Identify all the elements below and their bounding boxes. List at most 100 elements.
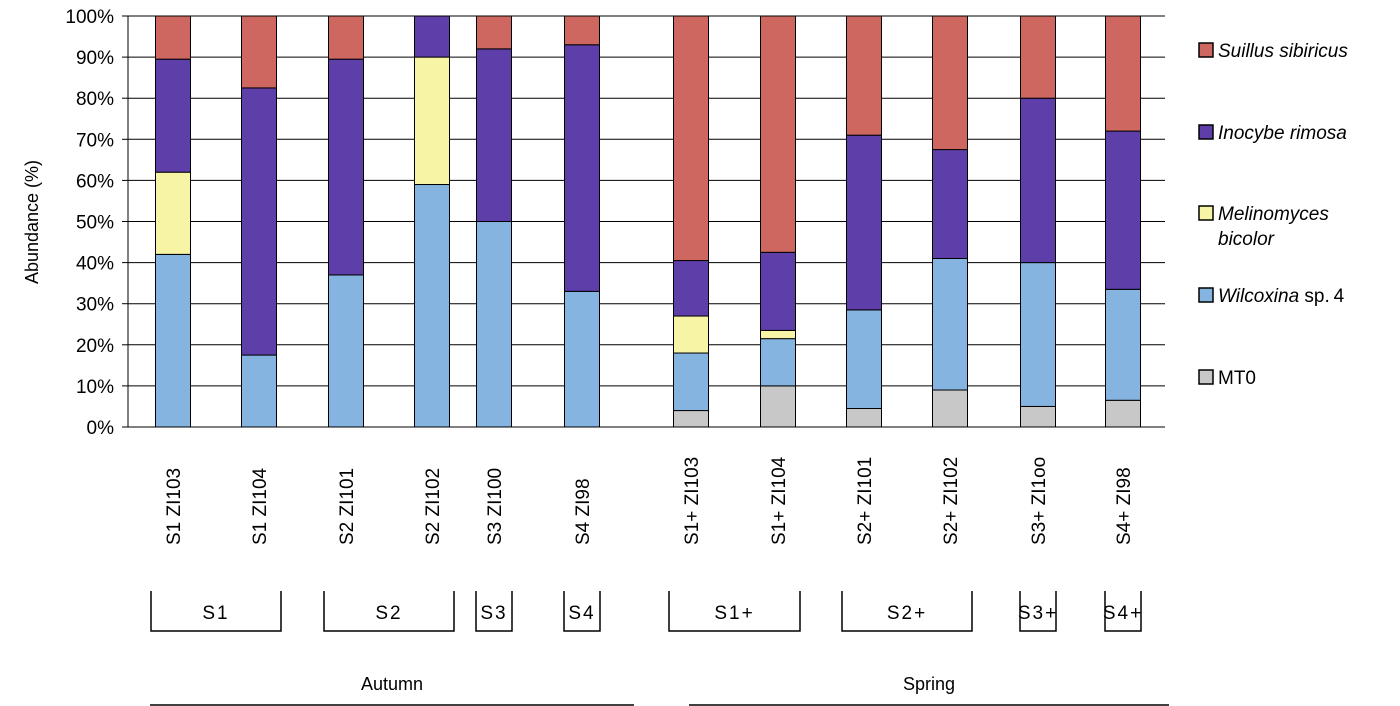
group-label: S4 bbox=[568, 603, 595, 624]
bar-segment bbox=[1105, 399, 1141, 428]
legend-label: Wilcoxina sp. 4 bbox=[1218, 286, 1345, 307]
y-tick-label: 30% bbox=[76, 295, 114, 316]
bar-stacks bbox=[155, 15, 1141, 428]
group-bracket bbox=[323, 591, 455, 632]
legend-swatch bbox=[1198, 287, 1214, 303]
x-tick-label: S2+ ZI101 bbox=[855, 457, 876, 545]
bar-segment bbox=[846, 15, 882, 136]
y-tick-label: 70% bbox=[76, 130, 114, 151]
x-tick-label: S1 ZI104 bbox=[250, 467, 271, 545]
bar-segment bbox=[760, 338, 796, 387]
group-label: S1+ bbox=[714, 603, 754, 624]
y-tick-label: 40% bbox=[76, 254, 114, 275]
legend-swatch bbox=[1198, 42, 1214, 58]
bar-segment bbox=[1105, 130, 1141, 290]
bar-segment bbox=[846, 134, 882, 311]
bar-segment bbox=[1105, 15, 1141, 132]
site-group-brackets: S1 S2 S3 S4 S1+ S2+ S3+ S4+ bbox=[150, 591, 1143, 632]
bar-segment bbox=[673, 260, 709, 317]
bar-segment bbox=[846, 408, 882, 428]
y-tick-label: 90% bbox=[76, 48, 114, 69]
bar-segment bbox=[476, 15, 512, 50]
bar-segment bbox=[1020, 405, 1056, 428]
bar-segment bbox=[328, 274, 364, 428]
group-bracket bbox=[841, 591, 973, 632]
bar-segment bbox=[564, 44, 600, 292]
group-label: S1 bbox=[202, 603, 229, 624]
legend-label: bicolor bbox=[1218, 229, 1275, 250]
y-tick-label: 100% bbox=[65, 7, 114, 28]
bar-segment bbox=[932, 15, 968, 151]
axes bbox=[127, 16, 1165, 428]
x-tick-labels: S1 ZI103 S1 ZI104 S2 ZI101 S2 ZI102 S3 ZI100… bbox=[164, 456, 1135, 545]
bar-segment bbox=[760, 15, 796, 253]
bar-segment bbox=[760, 329, 796, 340]
bar-segment bbox=[846, 309, 882, 410]
x-tick-label: S2+ ZI102 bbox=[941, 457, 962, 545]
bar-segment bbox=[932, 257, 968, 391]
group-label: S2+ bbox=[887, 603, 927, 624]
x-tick-label: S2 ZI102 bbox=[423, 468, 444, 545]
x-tick-label: S3 ZI100 bbox=[485, 468, 506, 545]
season-label: Spring bbox=[903, 674, 955, 694]
legend-swatch bbox=[1198, 369, 1214, 385]
bar-segment bbox=[1020, 97, 1056, 264]
bar-segment bbox=[155, 15, 191, 60]
x-tick-label: S4 ZI98 bbox=[573, 478, 594, 545]
group-bracket bbox=[563, 591, 601, 632]
bar-segment bbox=[155, 171, 191, 255]
bar-segment bbox=[673, 352, 709, 412]
season-labels: Autumn Spring bbox=[150, 674, 1169, 706]
bar-segment bbox=[932, 149, 968, 259]
bar-segment bbox=[155, 58, 191, 173]
legend-label: MT0 bbox=[1218, 368, 1256, 389]
x-tick-label: S3+ ZI1oo bbox=[1029, 457, 1050, 545]
legend: Suillus sibiricus Inocybe rimosa Melinomyc… bbox=[1198, 41, 1348, 389]
group-bracket bbox=[475, 591, 513, 632]
bar-segment bbox=[241, 354, 277, 428]
bar-segment bbox=[414, 184, 450, 428]
bar-segment bbox=[1020, 262, 1056, 407]
bar-segment bbox=[1020, 15, 1056, 99]
y-axis-label: Abundance (%) bbox=[22, 160, 42, 284]
x-tick-label: S1+ ZI104 bbox=[769, 456, 790, 545]
bar-segment bbox=[760, 251, 796, 331]
group-label: S3 bbox=[480, 603, 507, 624]
legend-swatch bbox=[1198, 124, 1214, 140]
group-bracket bbox=[668, 591, 801, 632]
bar-segment bbox=[564, 15, 600, 46]
y-tick-label: 20% bbox=[76, 336, 114, 357]
bar-segment bbox=[476, 221, 512, 428]
legend-label: Inocybe rimosa bbox=[1218, 123, 1347, 144]
x-tick-label: S1 ZI103 bbox=[164, 468, 185, 545]
legend-label: Melinomyces bbox=[1218, 204, 1329, 225]
bar-segment bbox=[155, 253, 191, 428]
legend-swatch bbox=[1198, 205, 1214, 221]
y-tick-label: 10% bbox=[76, 377, 114, 398]
group-label: S4+ bbox=[1103, 603, 1143, 624]
y-tick-label: 80% bbox=[76, 89, 114, 110]
bar-segment bbox=[414, 15, 450, 58]
bar-segment bbox=[673, 410, 709, 428]
bar-segment bbox=[241, 15, 277, 89]
y-tick-label: 50% bbox=[76, 213, 114, 234]
bar-segment bbox=[932, 389, 968, 428]
bar-segment bbox=[328, 15, 364, 60]
bar-segment bbox=[673, 315, 709, 354]
group-label: S3+ bbox=[1018, 603, 1058, 624]
bar-segment bbox=[476, 48, 512, 222]
bar-segment bbox=[241, 87, 277, 356]
bar-segment bbox=[760, 385, 796, 428]
y-tick-label: 0% bbox=[87, 418, 115, 439]
group-bracket bbox=[150, 591, 282, 632]
group-bracket bbox=[1019, 591, 1057, 632]
season-label: Autumn bbox=[361, 674, 423, 694]
bar-segment bbox=[564, 290, 600, 428]
x-tick-label: S4+ ZI98 bbox=[1114, 467, 1135, 545]
bar-segment bbox=[328, 58, 364, 276]
bar-segment bbox=[673, 15, 709, 262]
x-tick-label: S2 ZI101 bbox=[337, 468, 358, 545]
x-tick-label: S1+ ZI103 bbox=[682, 457, 703, 545]
group-bracket bbox=[1104, 591, 1142, 632]
